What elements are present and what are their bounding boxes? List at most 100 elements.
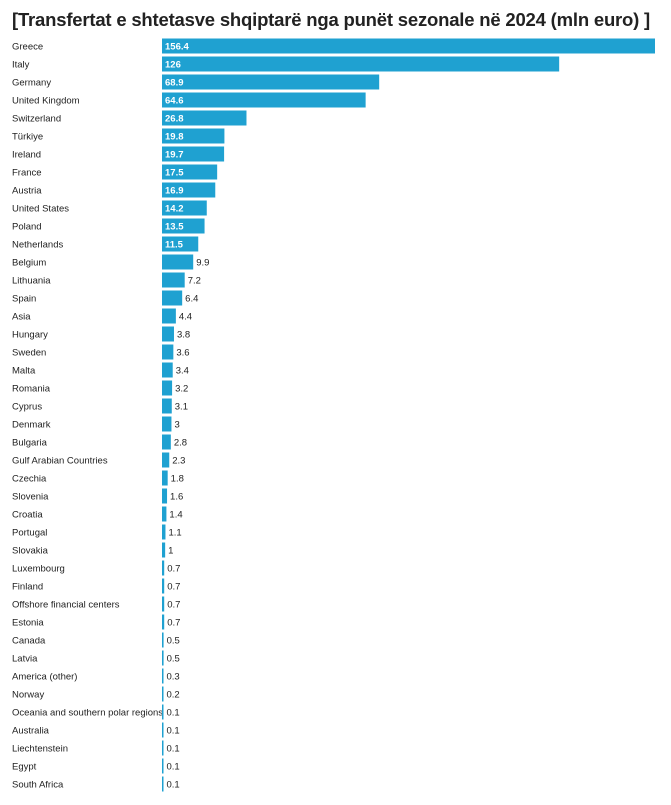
value-label: 6.4: [185, 294, 198, 305]
value-label: 1: [168, 546, 173, 557]
bar: [162, 452, 170, 468]
category-label: Germany: [12, 78, 51, 89]
value-label: 9.9: [196, 258, 209, 269]
category-label: Slovenia: [12, 492, 49, 503]
bar: [162, 434, 171, 450]
bar: [162, 740, 164, 756]
category-label: Ireland: [12, 150, 41, 161]
value-label: 0.1: [167, 744, 180, 755]
category-label: Egypt: [12, 762, 37, 773]
value-label: 0.7: [167, 582, 180, 593]
value-label: 0.7: [167, 564, 180, 575]
bar: [162, 344, 174, 360]
value-label: 1.4: [169, 510, 182, 521]
bar: [162, 290, 183, 306]
value-label: 17.5: [165, 168, 184, 179]
category-label: Latvia: [12, 654, 38, 665]
bar: [162, 380, 173, 396]
category-label: Sweden: [12, 348, 46, 359]
bar: [162, 542, 166, 558]
bar: [162, 236, 199, 252]
bar: [162, 470, 168, 486]
category-label: Australia: [12, 726, 50, 737]
bar: [162, 560, 165, 576]
bar: [162, 254, 194, 270]
category-label: Hungary: [12, 330, 48, 341]
bar: [162, 326, 174, 342]
value-label: 156.4: [165, 42, 189, 53]
value-label: 2.8: [174, 438, 187, 449]
bar: [162, 38, 655, 54]
bar: [162, 218, 205, 234]
category-label: Liechtenstein: [12, 744, 68, 755]
bar: [162, 110, 247, 126]
bar: [162, 416, 172, 432]
value-label: 4.4: [179, 312, 192, 323]
category-label: Cyprus: [12, 402, 42, 413]
category-label: Canada: [12, 636, 46, 647]
bar: [162, 578, 165, 594]
category-label: Lithuania: [12, 276, 51, 287]
value-label: 0.2: [167, 690, 180, 701]
category-label: Türkiye: [12, 132, 43, 143]
category-label: Greece: [12, 42, 43, 53]
bar: [162, 200, 207, 216]
value-label: 0.5: [167, 654, 180, 665]
category-label: Finland: [12, 582, 43, 593]
value-label: 0.7: [167, 600, 180, 611]
category-label: Netherlands: [12, 240, 63, 251]
category-label: America (other): [12, 672, 77, 683]
value-label: 0.1: [167, 708, 180, 719]
bar: [162, 506, 167, 522]
category-label: United Kingdom: [12, 96, 80, 107]
bar: [162, 398, 172, 414]
bar: [162, 668, 164, 684]
value-label: 2.3: [172, 456, 185, 467]
bar: [162, 596, 165, 612]
value-label: 3: [174, 420, 179, 431]
value-label: 11.5: [165, 240, 184, 251]
bar: [162, 182, 216, 198]
bar: [162, 488, 168, 504]
category-label: Poland: [12, 222, 42, 233]
bar: [162, 524, 166, 540]
category-label: Romania: [12, 384, 51, 395]
value-label: 26.8: [165, 114, 184, 125]
bar: [162, 776, 164, 792]
value-label: 0.7: [167, 618, 180, 629]
category-label: Malta: [12, 366, 36, 377]
value-label: 16.9: [165, 186, 184, 197]
bar: [162, 92, 366, 108]
category-label: Spain: [12, 294, 36, 305]
value-label: 3.4: [176, 366, 189, 377]
bar: [162, 722, 164, 738]
bar: [162, 758, 164, 774]
bar: [162, 146, 225, 162]
category-label: Belgium: [12, 258, 46, 269]
bar: [162, 632, 164, 648]
chart-title: [Transfertat e shtetasve shqiptarë nga p…: [12, 9, 651, 30]
value-label: 0.3: [167, 672, 180, 683]
bar: [162, 272, 185, 288]
category-label: Italy: [12, 60, 30, 71]
value-label: 19.7: [165, 150, 184, 161]
value-label: 0.1: [167, 762, 180, 773]
value-label: 1.8: [171, 474, 184, 485]
category-label: Denmark: [12, 420, 51, 431]
category-label: Austria: [12, 186, 42, 197]
bar: [162, 308, 176, 324]
value-label: 68.9: [165, 78, 184, 89]
category-label: Gulf Arabian Countries: [12, 456, 108, 467]
value-label: 64.6: [165, 96, 184, 107]
value-label: 1.1: [168, 528, 181, 539]
category-label: Bulgaria: [12, 438, 48, 449]
category-label: Offshore financial centers: [12, 600, 120, 611]
value-label: 3.1: [175, 402, 188, 413]
value-label: 0.1: [167, 780, 180, 791]
bar: [162, 650, 164, 666]
category-label: Norway: [12, 690, 44, 701]
value-label: 0.5: [167, 636, 180, 647]
bar: [162, 362, 173, 378]
category-label: United States: [12, 204, 69, 215]
